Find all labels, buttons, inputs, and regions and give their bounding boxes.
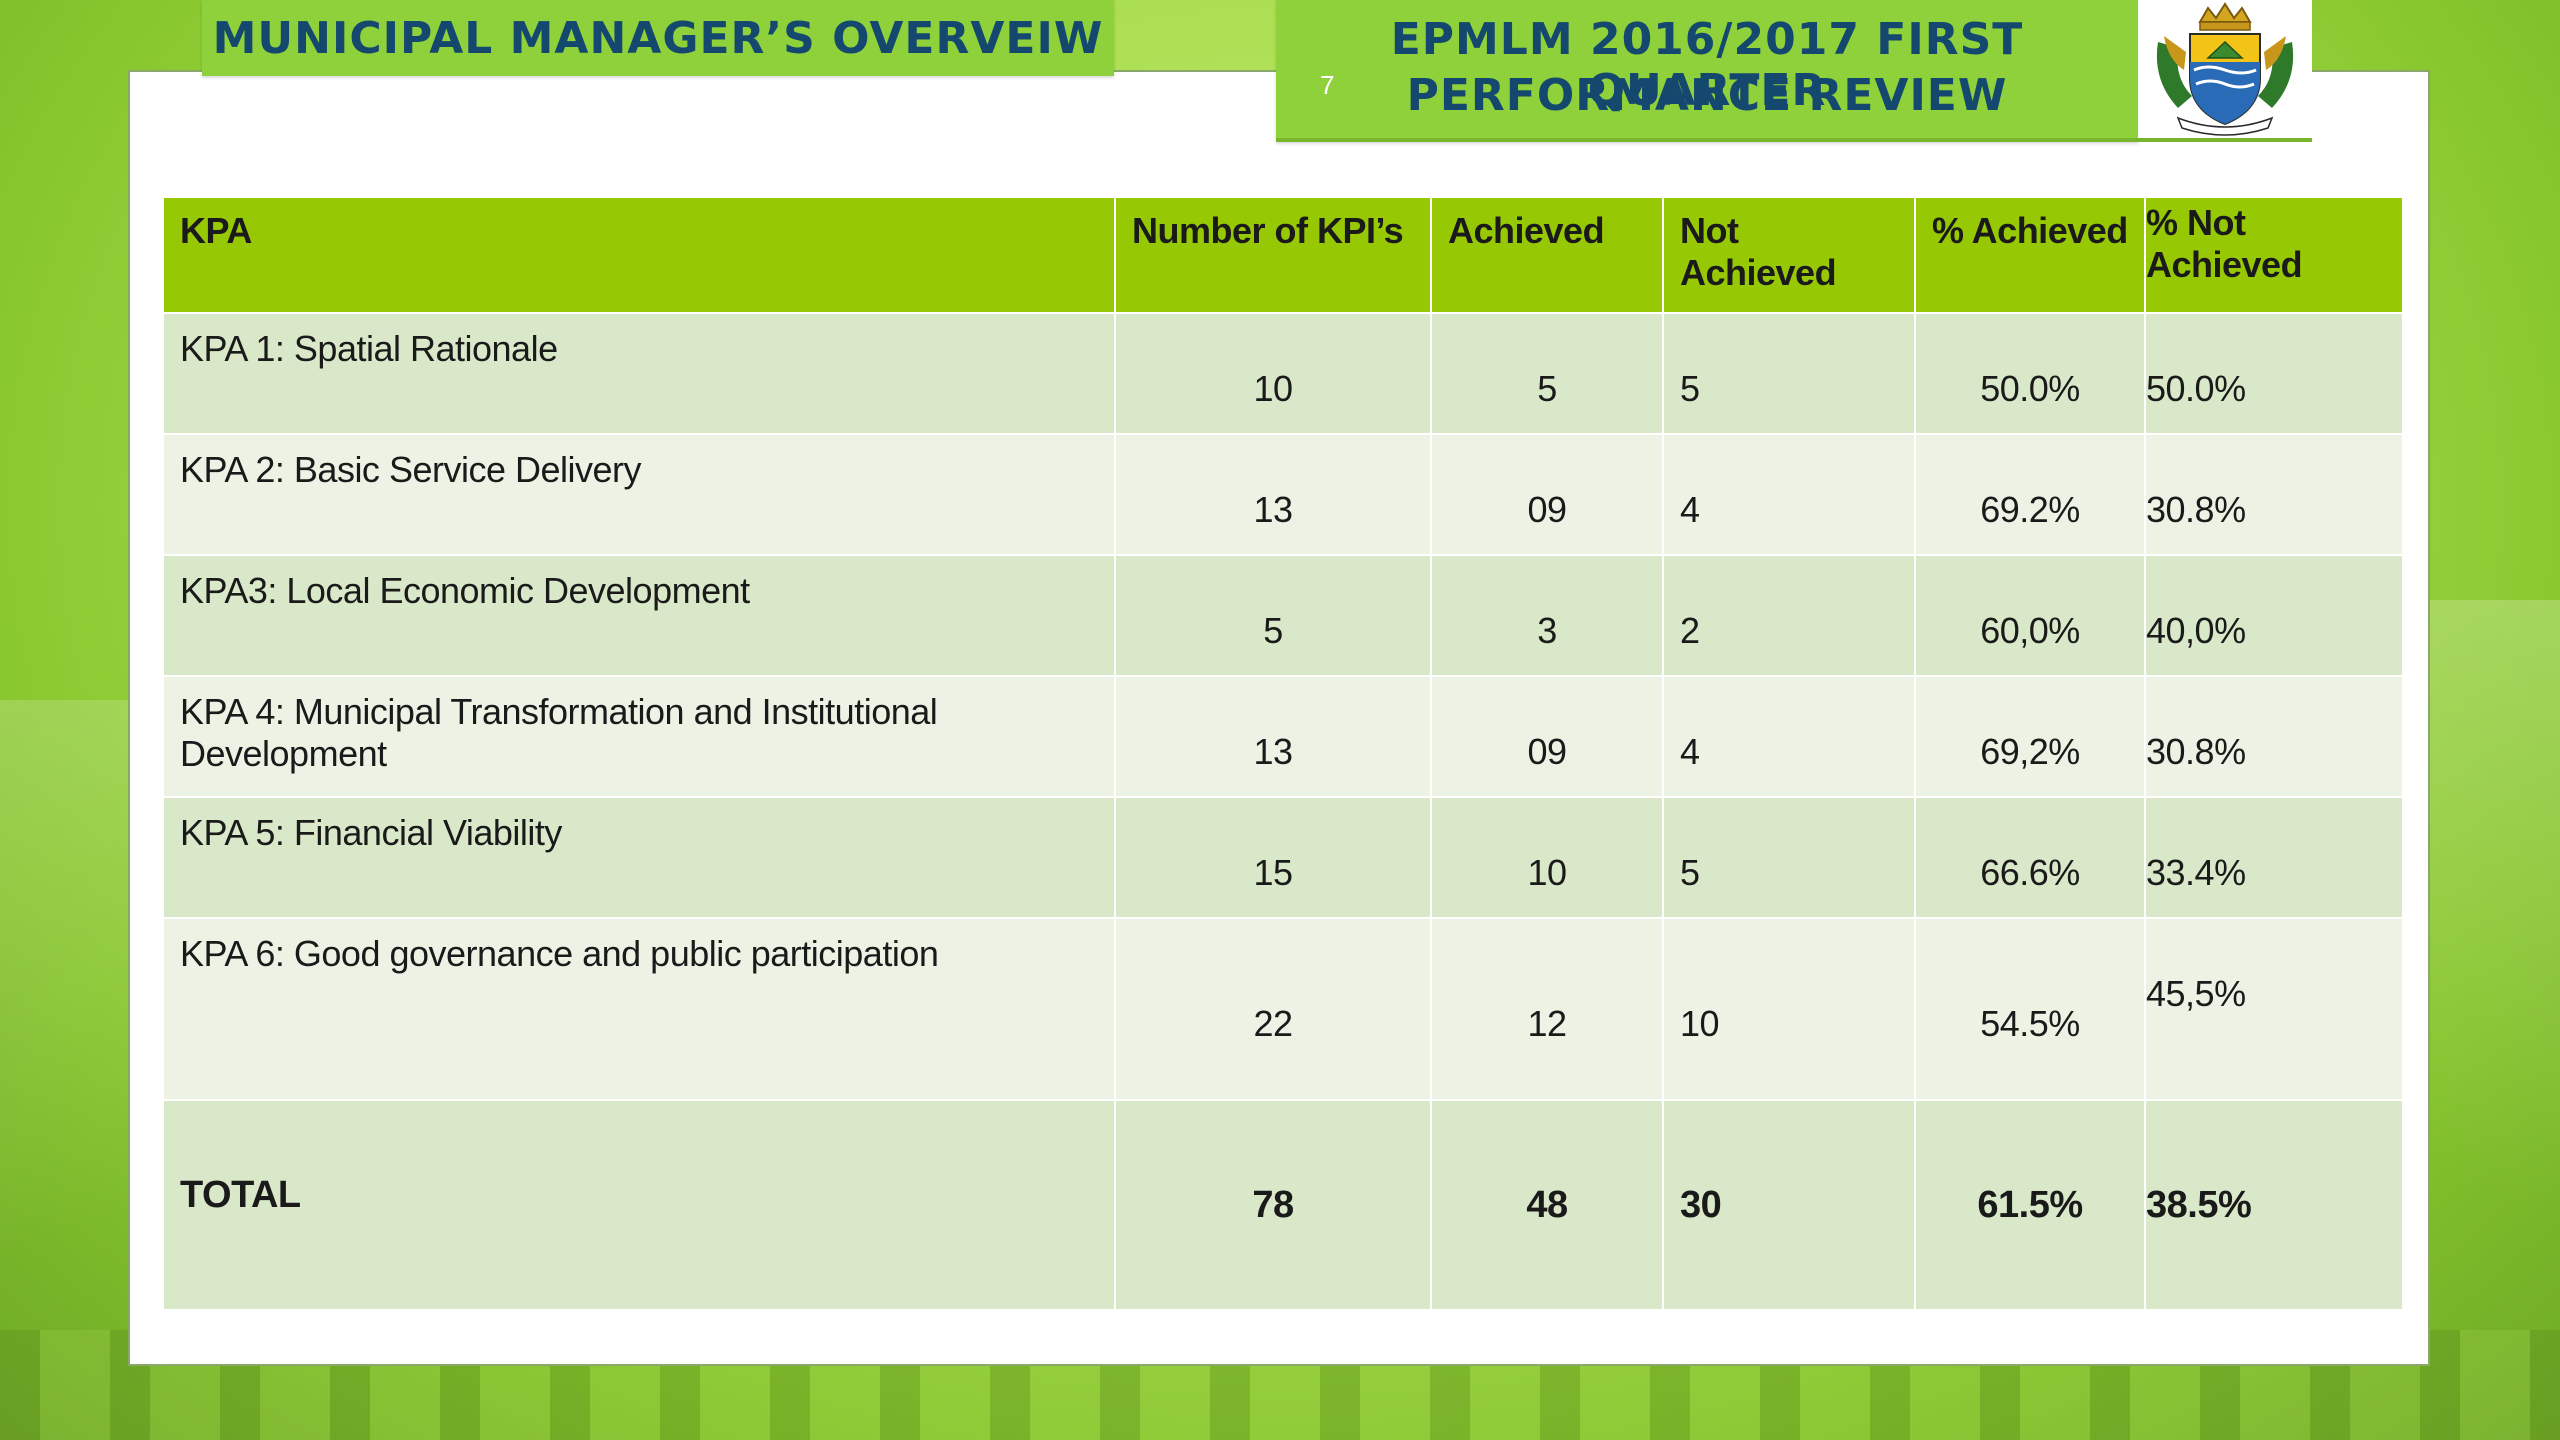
- pct-not-achieved-cell: 33.4%: [2144, 796, 2404, 919]
- total-label-cell: TOTAL: [162, 1099, 1116, 1311]
- pct-achieved-cell: 69.2%: [1914, 433, 2146, 556]
- table-row: KPA 4: Municipal Transformation and Inst…: [162, 675, 2404, 798]
- column-header-achieved: Achieved: [1430, 196, 1664, 314]
- right-title-line-2: PERFORMANCE REVIEW: [1406, 70, 2008, 121]
- total-kpi-count-cell: 78: [1114, 1099, 1432, 1311]
- table-row: KPA 6: Good governance and public partic…: [162, 917, 2404, 1101]
- kpa-name-cell: KPA 5: Financial Viability: [162, 796, 1116, 919]
- achieved-cell: 3: [1430, 554, 1664, 677]
- column-header-not-achieved: Not Achieved: [1662, 196, 1916, 314]
- pct-not-achieved-cell: 30.8%: [2144, 675, 2404, 798]
- column-header-kpa: KPA: [162, 196, 1116, 314]
- table-row: KPA 2: Basic Service Delivery 13 09 4 69…: [162, 433, 2404, 556]
- achieved-cell: 12: [1430, 917, 1664, 1101]
- not-achieved-cell: 5: [1662, 312, 1916, 435]
- total-not-achieved-cell: 30: [1662, 1099, 1916, 1311]
- achieved-cell: 5: [1430, 312, 1664, 435]
- left-title: MUNICIPAL MANAGER’S OVERVEIW: [212, 12, 1104, 64]
- kpa-name-cell: KPA 6: Good governance and public partic…: [162, 917, 1116, 1101]
- achieved-cell: 10: [1430, 796, 1664, 919]
- achieved-cell: 09: [1430, 675, 1664, 798]
- right-title-line-1: EPMLM 2016/2017 FIRST QUARTER: [1390, 14, 2024, 116]
- not-achieved-cell: 10: [1662, 917, 1916, 1101]
- municipal-crest-icon: [2138, 0, 2312, 142]
- pct-not-achieved-cell: 50.0%: [2144, 312, 2404, 435]
- not-achieved-cell: 4: [1662, 675, 1916, 798]
- kpa-name-cell: KPA 1: Spatial Rationale: [162, 312, 1116, 435]
- achieved-cell: 09: [1430, 433, 1664, 556]
- kpi-count-cell: 10: [1114, 312, 1432, 435]
- background-streak: [2430, 600, 2560, 1440]
- pct-achieved-cell: 54.5%: [1914, 917, 2146, 1101]
- pct-achieved-cell: 66.6%: [1914, 796, 2146, 919]
- left-title-banner: MUNICIPAL MANAGER’S OVERVEIW: [202, 0, 1114, 76]
- total-pct-not-achieved-cell: 38.5%: [2144, 1099, 2404, 1311]
- kpa-name-cell: KPA 2: Basic Service Delivery: [162, 433, 1116, 556]
- table-row: KPA3: Local Economic Development 5 3 2 6…: [162, 554, 2404, 677]
- pct-achieved-cell: 50.0%: [1914, 312, 2146, 435]
- kpa-performance-table: KPA Number of KPI’s Achieved Not Achieve…: [162, 196, 2404, 1311]
- column-header-pct-not-achieved: % Not Achieved: [2144, 196, 2404, 314]
- not-achieved-cell: 4: [1662, 433, 1916, 556]
- column-header-pct-achieved: % Achieved: [1914, 196, 2146, 314]
- pct-not-achieved-cell: 45,5%: [2144, 917, 2404, 1101]
- total-pct-achieved-cell: 61.5%: [1914, 1099, 2146, 1311]
- not-achieved-cell: 5: [1662, 796, 1916, 919]
- table-row: KPA 5: Financial Viability 15 10 5 66.6%…: [162, 796, 2404, 919]
- pct-not-achieved-cell: 30.8%: [2144, 433, 2404, 556]
- kpi-count-cell: 13: [1114, 675, 1432, 798]
- slide-number: 7: [1320, 70, 1335, 100]
- column-header-number-of-kpis: Number of KPI’s: [1114, 196, 1432, 314]
- pct-achieved-cell: 60,0%: [1914, 554, 2146, 677]
- pct-not-achieved-cell: 40,0%: [2144, 554, 2404, 677]
- table-total-row: TOTAL 78 48 30 61.5% 38.5%: [162, 1099, 2404, 1311]
- not-achieved-cell: 2: [1662, 554, 1916, 677]
- total-achieved-cell: 48: [1430, 1099, 1664, 1311]
- table-row: KPA 1: Spatial Rationale 10 5 5 50.0% 50…: [162, 312, 2404, 435]
- kpa-name-cell: KPA3: Local Economic Development: [162, 554, 1116, 677]
- kpi-count-cell: 5: [1114, 554, 1432, 677]
- kpi-count-cell: 22: [1114, 917, 1432, 1101]
- kpi-count-cell: 13: [1114, 433, 1432, 556]
- right-title-banner: EPMLM 2016/2017 FIRST QUARTER PERFORMANC…: [1276, 0, 2138, 142]
- kpa-name-cell: KPA 4: Municipal Transformation and Inst…: [162, 675, 1116, 798]
- table-header-row: KPA Number of KPI’s Achieved Not Achieve…: [162, 196, 2404, 314]
- kpi-count-cell: 15: [1114, 796, 1432, 919]
- pct-achieved-cell: 69,2%: [1914, 675, 2146, 798]
